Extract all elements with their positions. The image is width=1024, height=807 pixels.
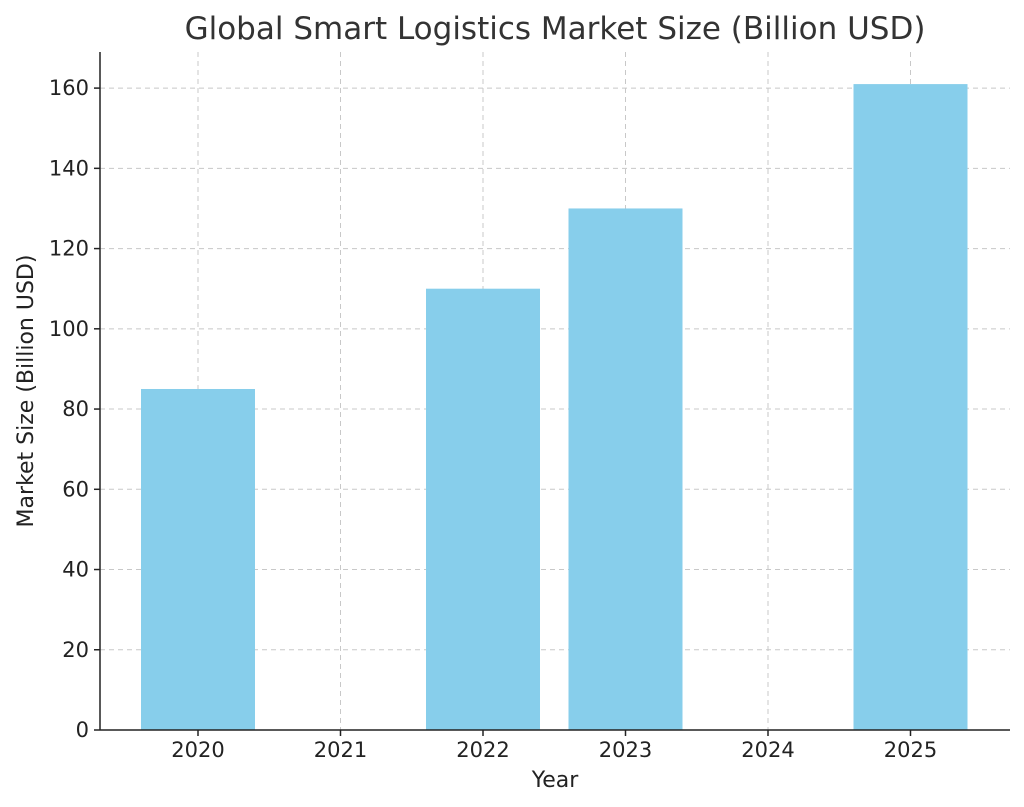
y-tick-label: 160 — [49, 76, 89, 100]
y-tick-label: 20 — [62, 638, 89, 662]
y-tick-label: 60 — [62, 477, 89, 501]
x-tick-label: 2022 — [456, 738, 509, 762]
y-ticks: 0 20 40 60 80 100 120 140 160 — [49, 76, 100, 742]
y-tick-label: 100 — [49, 317, 89, 341]
bar — [853, 84, 968, 731]
y-tick-label: 80 — [62, 397, 89, 421]
x-tick-label: 2023 — [599, 738, 652, 762]
y-tick-label: 40 — [62, 558, 89, 582]
axes — [99, 52, 1010, 731]
y-tick-label: 120 — [49, 237, 89, 261]
y-tick-label: 140 — [49, 156, 89, 180]
bar — [426, 288, 540, 730]
x-ticks: 2020 2021 2022 2023 2024 2025 — [171, 730, 937, 762]
x-tick-label: 2020 — [171, 738, 224, 762]
y-axis-label: Market Size (Billion USD) — [14, 255, 39, 528]
x-tick-label: 2024 — [741, 738, 794, 762]
bar — [568, 208, 683, 730]
chart-title: Global Smart Logistics Market Size (Bill… — [185, 11, 926, 47]
bars — [141, 84, 968, 731]
bar — [141, 388, 255, 730]
x-tick-label: 2021 — [314, 738, 367, 762]
x-axis-label: Year — [531, 768, 580, 793]
x-tick-label: 2025 — [884, 738, 937, 762]
y-tick-label: 0 — [76, 718, 89, 742]
